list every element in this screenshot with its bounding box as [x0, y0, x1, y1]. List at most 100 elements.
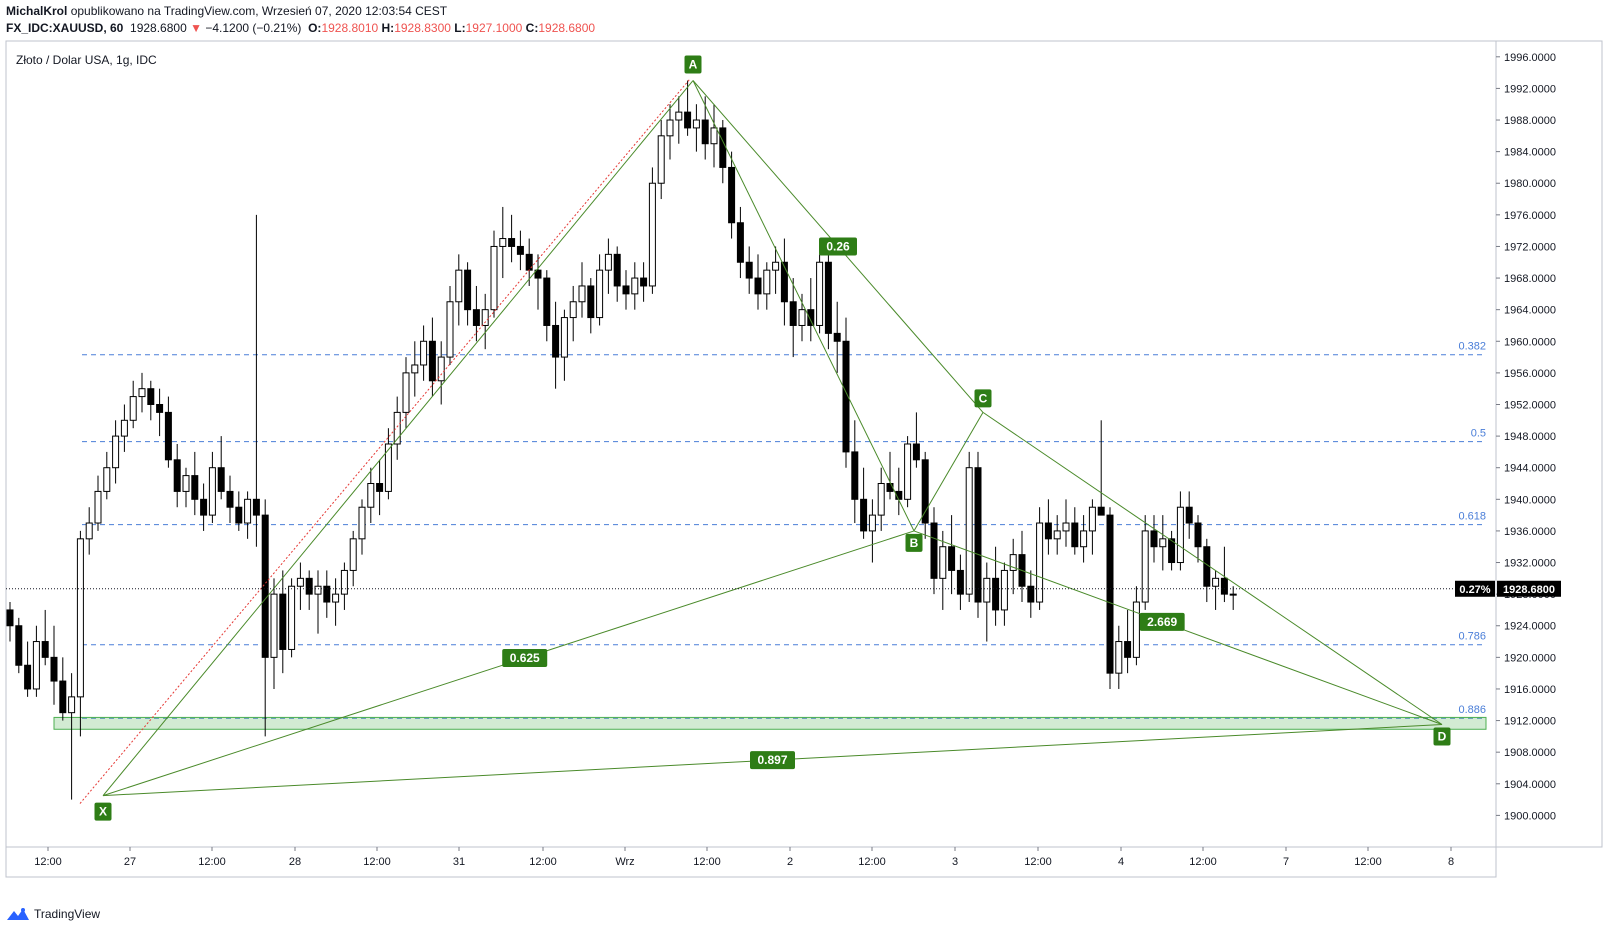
- time-axis[interactable]: [5, 846, 1497, 878]
- candle-down: [1106, 514, 1114, 674]
- y-tick-label: 1972.0000: [1504, 241, 1556, 253]
- candle-down: [1194, 522, 1202, 548]
- y-tick-label: 1944.0000: [1504, 463, 1556, 475]
- y-tick-label: 1908.0000: [1504, 747, 1556, 759]
- candle-up: [411, 364, 419, 374]
- y-tick-label: 1948.0000: [1504, 431, 1556, 443]
- candle-down: [684, 111, 692, 129]
- symbol-label: FX_IDC:XAUUSD, 60: [6, 21, 124, 35]
- high-value: 1928.8300: [394, 21, 451, 35]
- pattern-point-x: X: [99, 805, 107, 819]
- pattern-ratio-label-bg: [1139, 612, 1185, 631]
- pattern-leg-xa: [102, 80, 694, 796]
- trend-line: [79, 78, 691, 804]
- last-price: 1928.6800: [130, 21, 187, 35]
- candle-up: [1036, 522, 1044, 603]
- candle-down: [323, 585, 331, 603]
- x-axis-labels: 12:00 27 12:00 28 12:00 31 12:00 Wrz 12:00 2 12:00…: [34, 847, 1454, 868]
- candle-up: [437, 356, 445, 382]
- candle-down: [472, 309, 480, 326]
- candle-down: [50, 656, 58, 682]
- candle-up: [499, 238, 507, 247]
- candle-up: [772, 261, 780, 271]
- candle-down: [842, 340, 850, 453]
- x-tick-label: Wrz: [615, 856, 634, 868]
- candle-up: [120, 419, 128, 437]
- y-tick-label: 1984.0000: [1504, 147, 1556, 159]
- candle-up: [1062, 522, 1070, 532]
- candle-up: [85, 522, 93, 540]
- candle-up: [244, 498, 252, 524]
- pattern-point-c: C: [979, 391, 988, 405]
- pattern-leg-bc: [913, 412, 984, 532]
- candle-down: [552, 324, 560, 358]
- candle-up: [1176, 506, 1184, 564]
- candle-down: [59, 680, 67, 714]
- candle-up: [604, 253, 612, 271]
- candle-up: [1132, 601, 1140, 658]
- candle-down: [824, 261, 832, 334]
- candle-up: [270, 593, 278, 658]
- fib-levels: 0.382 0.5 0.618 0.786 0.886: [82, 341, 1486, 719]
- candle-down: [736, 222, 744, 263]
- candle-up: [1088, 506, 1096, 532]
- candle-up: [763, 269, 771, 295]
- x-tick-label: 28: [289, 856, 301, 868]
- candle-up: [112, 435, 120, 469]
- candle-up: [138, 388, 146, 398]
- candle-up: [666, 119, 674, 137]
- target-zone-band: [53, 716, 1487, 730]
- candle-up: [560, 317, 568, 358]
- candle-down: [464, 269, 472, 311]
- pattern-point-b: B: [910, 536, 919, 550]
- x-tick-label: 12:00: [529, 856, 557, 868]
- candle-down: [261, 514, 269, 658]
- candle-down: [930, 522, 938, 579]
- candle-down: [252, 498, 260, 516]
- fib-level-label: 0.382: [1458, 341, 1486, 353]
- y-tick-label: 1936.0000: [1504, 526, 1556, 538]
- candle-up: [296, 577, 304, 587]
- candle-down: [1124, 641, 1132, 658]
- candle-down: [622, 285, 630, 295]
- x-tick-label: 12:00: [1024, 856, 1052, 868]
- candle-down: [754, 277, 762, 295]
- candle-up: [1000, 569, 1008, 611]
- x-tick-label: 27: [124, 856, 136, 868]
- candle-up: [94, 490, 102, 524]
- candle-up: [340, 569, 348, 595]
- author-name[interactable]: MichalKrol: [6, 4, 68, 18]
- candle-up: [420, 340, 428, 366]
- y-tick-label: 1900.0000: [1504, 810, 1556, 822]
- footer: TradingView: [6, 904, 100, 924]
- fib-level-label: 0.618: [1458, 511, 1486, 523]
- tradingview-logo-icon: [7, 908, 29, 920]
- candle-down: [226, 490, 234, 508]
- x-tick-label: 12:00: [693, 856, 721, 868]
- plot-area[interactable]: [5, 40, 1497, 848]
- candle-down: [279, 593, 287, 650]
- price-axis[interactable]: [1495, 40, 1603, 848]
- candle-down: [1027, 585, 1035, 603]
- x-tick-label: 12:00: [858, 856, 886, 868]
- candle-up: [129, 396, 137, 421]
- brand-label[interactable]: TradingView: [34, 907, 101, 921]
- candle-up: [939, 546, 947, 579]
- y-tick-label: 1924.0000: [1504, 621, 1556, 633]
- candle-down: [745, 261, 753, 279]
- price-chart[interactable]: Złoto / Dolar USA, 1g, IDC 0.382 0.5 0.618…: [0, 40, 1603, 904]
- y-tick-label: 1916.0000: [1504, 684, 1556, 696]
- candle-down: [851, 451, 859, 500]
- candle-down: [516, 245, 524, 255]
- candle-up: [367, 483, 375, 508]
- pattern-point-d-bg: [1433, 727, 1451, 746]
- y-tick-label: 1996.0000: [1504, 52, 1556, 64]
- candle-down: [1071, 522, 1079, 548]
- candle-up: [1212, 577, 1220, 587]
- candle-down: [807, 309, 815, 326]
- price-change: −4.1200 (−0.21%): [205, 21, 302, 35]
- candle-down: [1097, 506, 1105, 516]
- candle-down: [1044, 522, 1052, 540]
- candle-up: [402, 372, 410, 413]
- y-tick-label: 1932.0000: [1504, 558, 1556, 570]
